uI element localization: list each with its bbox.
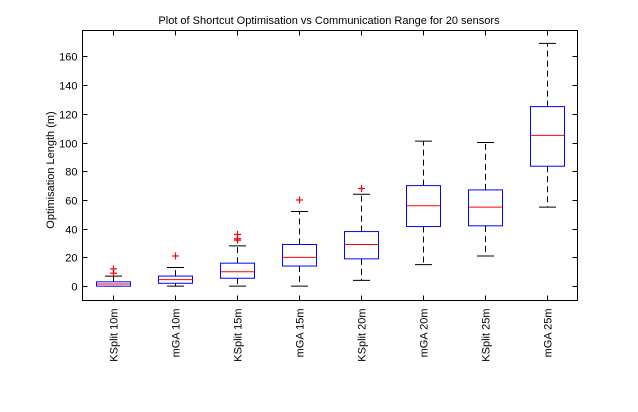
y-tick-label: 120 bbox=[59, 110, 77, 122]
outlier-marker bbox=[172, 252, 179, 260]
y-tick-label: 100 bbox=[59, 139, 77, 151]
y-tick-label: 0 bbox=[71, 282, 77, 294]
y-axis-label: Optimisation Length (m) bbox=[45, 111, 57, 228]
y-tick-label: 60 bbox=[65, 196, 77, 208]
iqr-box bbox=[530, 106, 565, 167]
chart-title: Plot of Shortcut Optimisation vs Communi… bbox=[158, 15, 500, 27]
box-2 bbox=[158, 252, 193, 287]
outlier-marker bbox=[296, 196, 303, 204]
box-5 bbox=[344, 184, 379, 281]
x-tick-label: mGA 15m bbox=[295, 309, 307, 358]
y-axis: 0 20 40 60 80 100 120 140 160 bbox=[59, 52, 578, 294]
iqr-box bbox=[344, 231, 379, 260]
box-3 bbox=[220, 230, 255, 287]
x-tick-label: mGA 10m bbox=[171, 309, 183, 358]
box-7 bbox=[468, 142, 503, 257]
x-tick-label: KSplit 20m bbox=[357, 309, 369, 362]
y-tick-label: 160 bbox=[59, 52, 77, 64]
box-4 bbox=[282, 196, 317, 287]
outlier-marker bbox=[110, 265, 117, 273]
outlier-marker bbox=[234, 230, 241, 238]
y-tick-label: 20 bbox=[65, 253, 77, 265]
iqr-box bbox=[282, 243, 317, 267]
y-tick-label: 40 bbox=[65, 225, 77, 237]
y-tick-label: 80 bbox=[65, 167, 77, 179]
x-tick-label: KSplit 15m bbox=[233, 309, 245, 362]
x-tick-label: mGA 20m bbox=[419, 309, 431, 358]
x-tick-label: KSplit 10m bbox=[109, 309, 121, 362]
x-tick-label: mGA 25m bbox=[543, 309, 555, 358]
box-8 bbox=[530, 42, 565, 208]
box-6 bbox=[406, 140, 441, 266]
iqr-box bbox=[220, 262, 255, 279]
y-tick-label: 140 bbox=[59, 81, 77, 93]
plot-area-frame bbox=[82, 30, 578, 301]
boxes-group bbox=[96, 42, 565, 287]
x-tick-label: KSplit 25m bbox=[481, 309, 493, 362]
outlier-marker bbox=[358, 184, 365, 192]
x-axis: KSplit 10m mGA 10m KSplit 15m mGA 15m KSplit… bbox=[109, 30, 555, 362]
iqr-box bbox=[468, 189, 503, 227]
box-1 bbox=[96, 265, 131, 287]
